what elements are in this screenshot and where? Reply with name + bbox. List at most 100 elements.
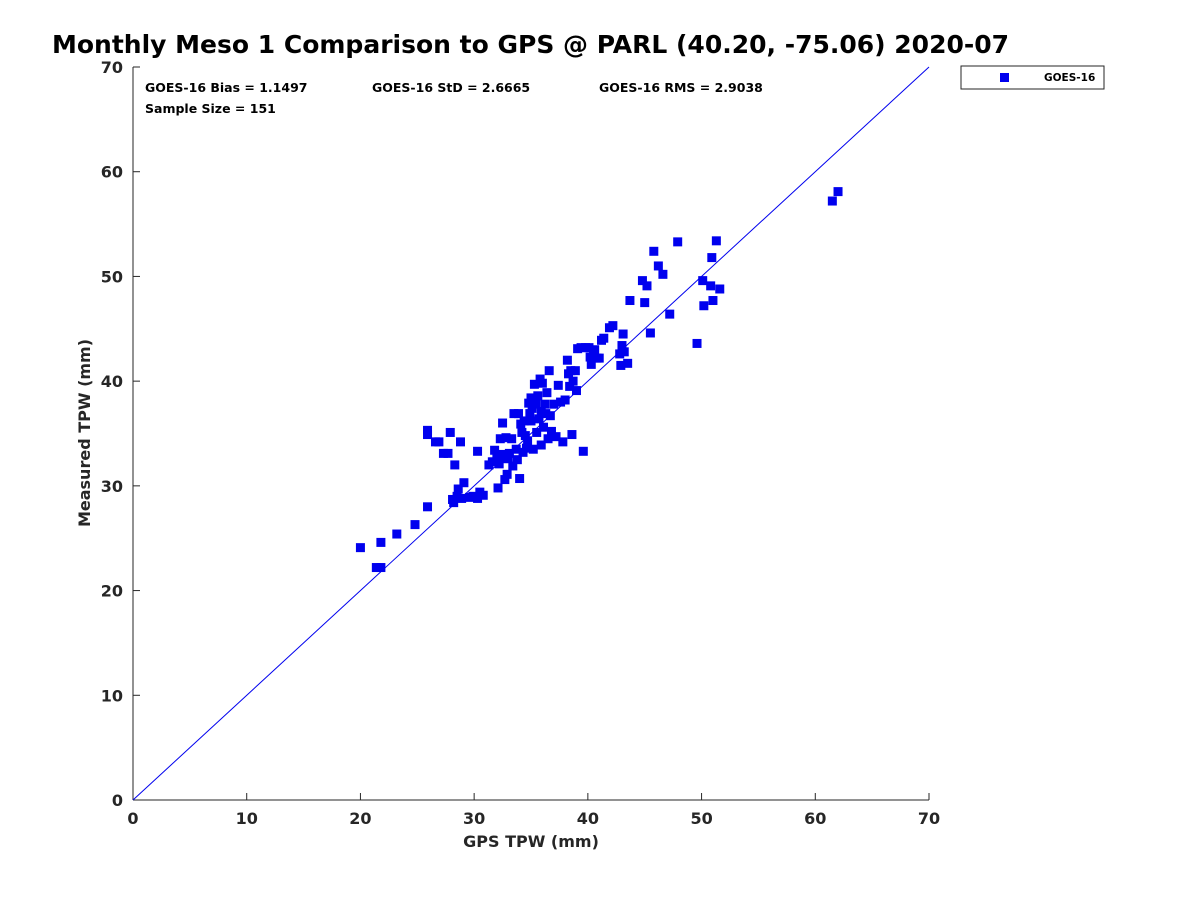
data-point <box>618 329 628 339</box>
data-point <box>492 453 502 463</box>
reference-line-group <box>132 66 930 801</box>
data-point <box>490 445 500 455</box>
data-point <box>507 434 517 444</box>
data-point <box>543 434 553 444</box>
data-point <box>558 437 568 447</box>
x-tick-label: 20 <box>349 809 371 828</box>
y-tick-label: 40 <box>101 372 123 391</box>
data-point <box>455 437 465 447</box>
data-point <box>544 366 554 376</box>
data-point <box>504 448 514 458</box>
data-point <box>549 399 559 409</box>
y-tick-label: 30 <box>101 477 123 496</box>
rms-annotation: GOES-16 RMS = 2.9038 <box>599 80 763 95</box>
data-point <box>473 493 483 503</box>
data-point <box>617 341 627 351</box>
data-point <box>528 444 538 454</box>
data-point <box>526 393 536 403</box>
y-tick-label: 70 <box>101 58 123 77</box>
data-point <box>487 457 497 467</box>
data-point <box>594 353 604 363</box>
data-point <box>568 376 578 386</box>
data-point <box>560 395 570 405</box>
data-point <box>541 409 551 419</box>
data-point <box>584 343 594 353</box>
data-point <box>692 338 702 348</box>
data-point <box>478 490 488 500</box>
legend-label-goes16: GOES-16 <box>1044 72 1095 84</box>
data-point <box>519 416 529 426</box>
data-point <box>540 399 550 409</box>
data-point <box>619 347 629 357</box>
x-tick-label: 50 <box>690 809 712 828</box>
data-point <box>665 309 675 319</box>
data-point <box>545 411 555 421</box>
data-point <box>715 284 725 294</box>
data-point <box>653 261 663 271</box>
data-point <box>533 391 543 401</box>
data-point <box>615 349 625 359</box>
data-point <box>529 379 539 389</box>
data-point <box>524 398 534 408</box>
data-point <box>590 345 600 355</box>
data-point <box>509 409 519 419</box>
data-point <box>453 484 463 494</box>
data-point <box>539 422 549 432</box>
data-point <box>562 355 572 365</box>
data-point <box>576 343 586 353</box>
one-to-one-line <box>132 66 930 801</box>
data-point <box>502 469 512 479</box>
data-point <box>521 443 531 453</box>
data-point <box>567 430 577 440</box>
data-point <box>443 448 453 458</box>
data-point <box>537 378 547 388</box>
x-tick-label: 10 <box>236 809 258 828</box>
data-point <box>445 427 455 437</box>
chart-title: Monthly Meso 1 Comparison to GPS @ PARL … <box>52 30 1010 59</box>
data-point <box>585 352 595 362</box>
data-point <box>501 433 511 443</box>
data-point <box>534 414 544 424</box>
data-point <box>473 446 483 456</box>
data-point <box>520 431 530 441</box>
legend-box <box>960 65 1105 90</box>
data-point <box>371 563 381 573</box>
data-point <box>526 416 536 426</box>
data-point <box>706 281 716 291</box>
data-points <box>355 187 843 573</box>
data-point <box>515 474 525 484</box>
data-point <box>586 359 596 369</box>
data-point <box>640 298 650 308</box>
data-point <box>616 360 626 370</box>
data-point <box>531 399 541 409</box>
data-point <box>546 426 556 436</box>
data-point <box>449 498 459 508</box>
axes: 0 10 20 30 40 50 60 70 0 10 20 30 40 50 60 70 <box>101 58 940 828</box>
data-point <box>452 491 462 501</box>
data-point <box>503 454 513 464</box>
data-point <box>355 543 365 553</box>
data-point <box>423 430 433 440</box>
x-axis-label: GPS TPW (mm) <box>463 832 599 851</box>
data-point <box>599 333 609 343</box>
data-point <box>827 196 837 206</box>
data-point <box>423 502 433 512</box>
data-point <box>673 237 683 247</box>
data-point <box>511 444 521 454</box>
data-point <box>438 448 448 458</box>
data-point <box>542 388 552 398</box>
data-point <box>525 409 535 419</box>
data-point <box>698 276 708 286</box>
data-point <box>708 296 718 306</box>
bias-annotation: GOES-16 Bias = 1.1497 <box>145 80 307 95</box>
data-point <box>523 436 533 446</box>
data-point <box>459 478 469 488</box>
data-point <box>500 475 510 485</box>
legend: GOES-16 <box>960 65 1105 90</box>
data-point <box>570 366 580 376</box>
y-axis-label: Measured TPW (mm) <box>75 339 94 527</box>
x-tick-label: 0 <box>127 809 138 828</box>
x-tick-label: 70 <box>918 809 940 828</box>
data-point <box>578 446 588 456</box>
data-point <box>434 437 444 447</box>
